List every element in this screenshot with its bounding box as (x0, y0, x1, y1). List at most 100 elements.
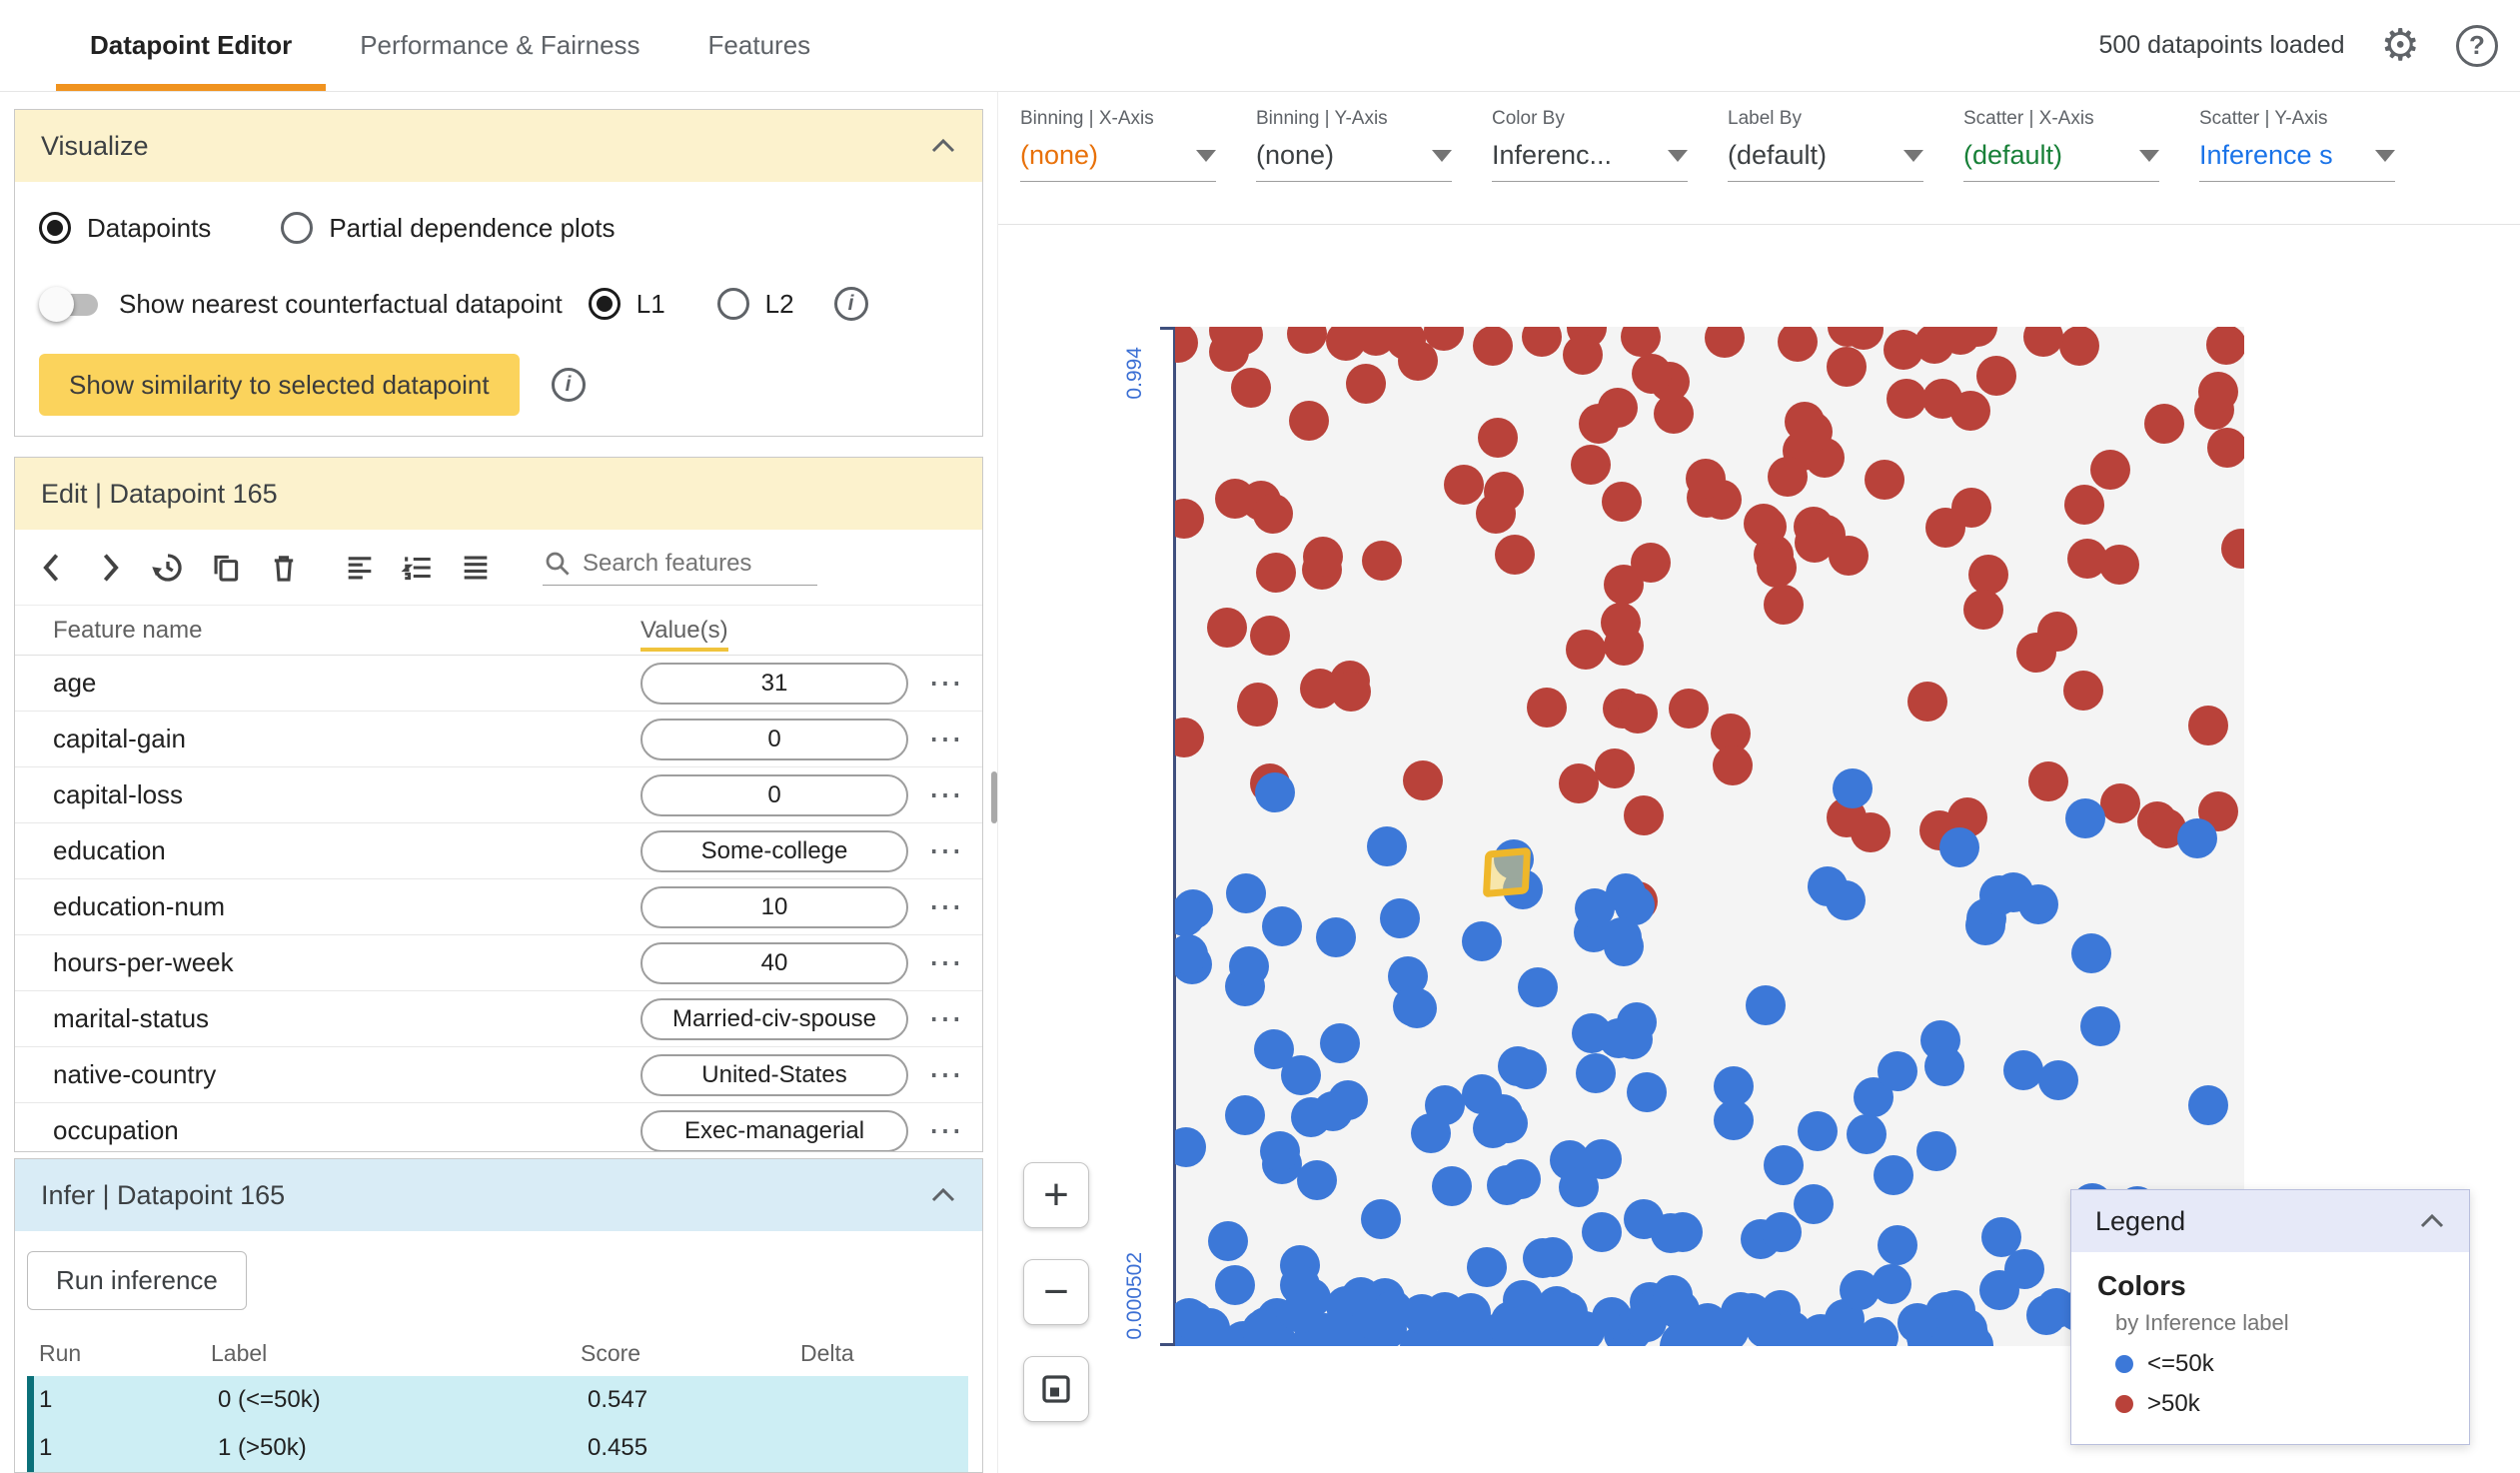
datapoint-dot[interactable] (1424, 327, 1465, 351)
feature-menu-button[interactable]: ⋯ (928, 1111, 962, 1150)
tab-features[interactable]: Features (707, 30, 811, 60)
datapoint-dot[interactable] (1562, 334, 1603, 375)
datapoint-dot[interactable] (1978, 1270, 2019, 1311)
datapoint-dot[interactable] (1630, 542, 1671, 583)
show-similarity-button[interactable]: Show similarity to selected datapoint (39, 354, 520, 416)
datapoint-dot[interactable] (1462, 920, 1503, 961)
datapoint-dot[interactable] (1764, 585, 1805, 626)
datapoint-dot[interactable] (1618, 694, 1659, 735)
datapoint-dot[interactable] (1685, 459, 1726, 500)
datapoint-dot[interactable] (1713, 1099, 1754, 1140)
feature-menu-button[interactable]: ⋯ (928, 999, 962, 1038)
panel-resize-handle[interactable] (991, 771, 997, 823)
datapoint-dot[interactable] (1532, 1236, 1573, 1277)
datapoint-dot[interactable] (1241, 1310, 1282, 1346)
datapoint-dot[interactable] (1559, 762, 1600, 803)
datapoint-dot[interactable] (1527, 688, 1568, 729)
datapoint-dot[interactable] (2058, 327, 2099, 366)
datapoint-dot[interactable] (1660, 1322, 1701, 1346)
datapoint-dot[interactable] (1253, 493, 1294, 534)
datapoint-dot[interactable] (2017, 884, 2058, 925)
datapoint-dot[interactable] (1472, 327, 1513, 367)
datapoint-dot[interactable] (1529, 1293, 1570, 1334)
feature-menu-button[interactable]: ⋯ (928, 720, 962, 758)
datapoint-dot[interactable] (1840, 1270, 1881, 1311)
run-inference-button[interactable]: Run inference (27, 1251, 247, 1310)
datapoint-dot[interactable] (2037, 611, 2078, 652)
datapoint-dot[interactable] (1521, 327, 1562, 357)
selected-datapoint-marker[interactable] (1482, 846, 1531, 897)
datapoint-dot[interactable] (1175, 717, 1205, 757)
datapoint-dot[interactable] (2099, 545, 2140, 586)
datapoint-dot[interactable] (2187, 706, 2228, 746)
datapoint-dot[interactable] (2035, 1287, 2076, 1328)
datapoint-dot[interactable] (1846, 1114, 1887, 1155)
datapoint-dot[interactable] (1886, 379, 1926, 420)
datapoint-dot[interactable] (2144, 403, 2185, 444)
datapoint-dot[interactable] (1763, 1145, 1804, 1186)
datapoint-dot[interactable] (1967, 554, 2008, 595)
datapoint-dot[interactable] (1175, 327, 1198, 364)
datapoint-dot[interactable] (1626, 1072, 1667, 1113)
datapoint-dot[interactable] (2037, 1059, 2078, 1100)
datapoint-dot[interactable] (1626, 1301, 1667, 1342)
datapoint-dot[interactable] (1859, 1316, 1899, 1346)
datapoint-dot[interactable] (1256, 553, 1297, 594)
datapoint-dot[interactable] (1462, 1073, 1503, 1114)
scatter-x-axis-dropdown[interactable]: Scatter | X-Axis (default) (1963, 108, 2159, 182)
datapoint-dot[interactable] (1604, 926, 1645, 967)
datapoint-dot[interactable] (1206, 608, 1247, 649)
datapoint-dot[interactable] (1976, 356, 2017, 397)
feature-value-input[interactable]: United-States (640, 1053, 908, 1096)
help-icon[interactable]: ? (2456, 24, 2498, 67)
datapoint-dot[interactable] (1668, 688, 1709, 729)
inference-result-row[interactable]: 1 1 (>50k) 0.455 (27, 1424, 968, 1472)
datapoint-dot[interactable] (1572, 1013, 1613, 1054)
datapoint-dot[interactable] (2002, 1050, 2043, 1090)
feature-value-input[interactable]: 31 (640, 662, 908, 705)
feature-menu-button[interactable]: ⋯ (928, 831, 962, 870)
datapoint-dot[interactable] (1565, 629, 1606, 670)
datapoint-dot[interactable] (2027, 761, 2068, 802)
datapoint-dot[interactable] (1745, 985, 1786, 1026)
feature-value-input[interactable]: 10 (640, 885, 908, 928)
search-features-input[interactable] (583, 550, 802, 578)
datapoint-dot[interactable] (1228, 946, 1269, 987)
datapoint-dot[interactable] (1601, 481, 1642, 522)
tab-performance-fairness[interactable]: Performance & Fairness (360, 30, 640, 60)
feature-value-input[interactable]: Married-civ-spouse (640, 997, 908, 1040)
datapoint-dot[interactable] (1768, 457, 1809, 498)
datapoint-dot[interactable] (1571, 444, 1612, 485)
datapoint-dot[interactable] (1576, 1053, 1617, 1094)
datapoint-dot[interactable] (1925, 507, 1966, 548)
datapoint-dot[interactable] (1237, 683, 1278, 724)
datapoint-dot[interactable] (1392, 986, 1433, 1027)
datapoint-dot[interactable] (1320, 1023, 1361, 1064)
datapoint-dot[interactable] (1367, 826, 1408, 867)
feature-value-input[interactable]: Exec-managerial (640, 1109, 908, 1151)
datapoint-dot[interactable] (2100, 782, 2141, 823)
datapoint-dot[interactable] (1287, 327, 1328, 354)
datapoint-dot[interactable] (1914, 327, 1955, 364)
datapoint-dot[interactable] (1477, 418, 1518, 459)
datapoint-dot[interactable] (2187, 1084, 2228, 1125)
inference-result-row[interactable]: 1 0 (<=50k) 0.547 (27, 1376, 968, 1424)
datapoint-dot[interactable] (1346, 364, 1386, 405)
datapoint-dot[interactable] (1979, 874, 2020, 915)
counterfactual-toggle[interactable] (39, 284, 103, 324)
datapoint-dot[interactable] (1260, 1130, 1301, 1171)
datapoint-dot[interactable] (1316, 916, 1357, 957)
radio-l1[interactable] (588, 288, 621, 320)
datapoint-dot[interactable] (1487, 1164, 1528, 1205)
duplicate-datapoint-icon[interactable] (207, 549, 245, 587)
datapoint-dot[interactable] (1581, 1211, 1622, 1252)
label-by-dropdown[interactable]: Label By (default) (1728, 108, 1923, 182)
datapoint-dot[interactable] (1826, 347, 1867, 388)
next-datapoint-icon[interactable] (91, 549, 129, 587)
numbered-list-icon[interactable] (399, 549, 437, 587)
datapoint-dot[interactable] (1948, 1314, 1989, 1346)
datapoint-dot[interactable] (1225, 873, 1266, 914)
datapoint-dot[interactable] (1444, 465, 1485, 506)
feature-value-input[interactable]: 0 (640, 773, 908, 816)
delete-datapoint-icon[interactable] (265, 549, 303, 587)
